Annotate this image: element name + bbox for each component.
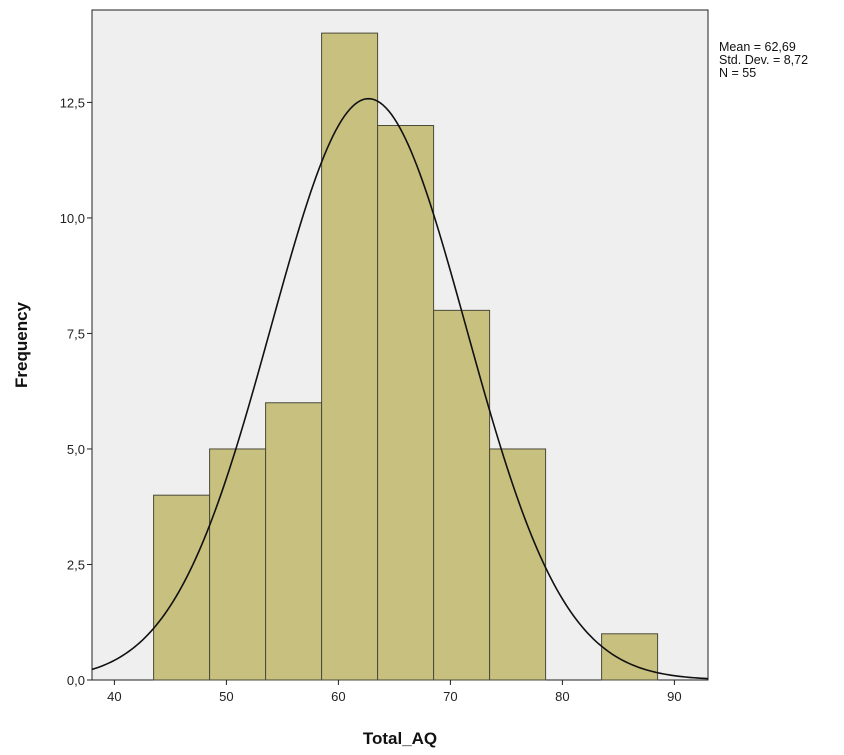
x-tick-label: 50 xyxy=(219,689,233,704)
x-tick-label: 60 xyxy=(331,689,345,704)
y-tick-label: 0,0 xyxy=(67,673,85,688)
x-tick-label: 90 xyxy=(667,689,681,704)
histogram-bar-8 xyxy=(601,633,659,681)
y-tick-label: 7,5 xyxy=(67,326,85,341)
x-tick-label: 40 xyxy=(107,689,121,704)
normal-curve xyxy=(91,97,709,680)
histogram-bar-6 xyxy=(433,309,491,681)
y-axis-title: Frequency xyxy=(12,301,31,388)
std-dev-label: Std. Dev. = 8,72 xyxy=(719,53,809,67)
stats-legend: Mean = 62,69 Std. Dev. = 8,72 N = 55 xyxy=(719,41,808,80)
histogram-bar-5 xyxy=(377,125,435,681)
histogram-bar-7 xyxy=(489,448,547,681)
y-tick-label: 10,0 xyxy=(60,211,85,226)
y-tick-label: 2,5 xyxy=(67,557,85,572)
y-tick-label: 12,5 xyxy=(60,95,85,110)
n-label: N = 55 xyxy=(719,66,757,80)
x-tick-label: 70 xyxy=(443,689,457,704)
y-axis: 0,0 2,5 5,0 7,5 10,0 12,5 xyxy=(60,95,92,688)
histogram-bar-4 xyxy=(321,32,379,681)
histogram-bar-3 xyxy=(265,402,323,681)
mean-label: Mean = 62,69 xyxy=(719,40,796,54)
y-tick-label: 5,0 xyxy=(67,442,85,457)
x-tick-label: 80 xyxy=(555,689,569,704)
x-axis-title: Total_AQ xyxy=(363,729,437,748)
x-axis: 40 50 60 70 80 90 xyxy=(107,680,682,704)
histogram-bar-2 xyxy=(209,448,267,681)
